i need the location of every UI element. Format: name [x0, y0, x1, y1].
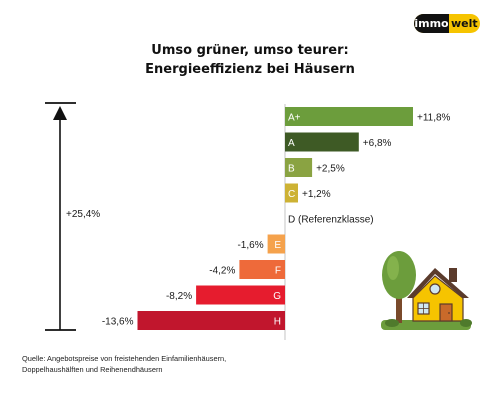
house-illustration — [381, 251, 472, 330]
category-label-h: H — [274, 317, 281, 328]
reference-class-label: D (Referenzklasse) — [288, 215, 374, 226]
category-label-a: A — [288, 138, 295, 149]
bar-b — [285, 158, 313, 177]
category-label-g: G — [273, 291, 281, 302]
category-label-c: C — [288, 189, 295, 200]
value-label-h: -13,6% — [102, 317, 134, 328]
category-label-f: F — [275, 266, 281, 277]
value-label-b: +2,5% — [316, 164, 345, 175]
bar-a-plus — [285, 107, 413, 126]
range-arrow-icon — [45, 102, 76, 331]
category-label-e: E — [274, 240, 281, 251]
source-line-1: Quelle: Angebotspreise von freistehenden… — [22, 354, 227, 363]
range-annotation: +25,4% — [66, 209, 100, 220]
value-label-f: -4,2% — [209, 266, 235, 277]
chart-title-line-1: Umso grüner, umso teurer: — [151, 43, 349, 58]
category-label-a-plus: A+ — [288, 113, 301, 124]
bar-a — [285, 132, 359, 152]
logo-part-immo: immo — [414, 14, 449, 33]
value-label-g: -8,2% — [166, 291, 192, 302]
value-label-e: -1,6% — [237, 240, 263, 251]
value-label-a: +6,8% — [363, 138, 392, 149]
immowelt-logo: immo welt — [414, 14, 480, 33]
bar-f — [239, 260, 285, 279]
bar-e — [267, 234, 285, 254]
value-label-a-plus: +11,8% — [417, 113, 451, 124]
category-label-b: B — [288, 164, 295, 175]
bars-group: A+ +11,8% A +6,8% B +2,5% C +1,2% D (Referenzkla… — [102, 107, 451, 330]
bar-h — [137, 311, 285, 330]
source-note: Quelle: Angebotspreise von freistehenden… — [22, 353, 322, 375]
source-line-2: Doppelhaushälften und Reihenendhäusern — [22, 365, 163, 374]
logo-part-welt: welt — [451, 17, 478, 30]
bar-g — [196, 285, 285, 305]
value-label-c: +1,2% — [302, 189, 331, 200]
bar-c — [285, 183, 298, 203]
chart-title-line-2: Energieeffizienz bei Häusern — [145, 62, 355, 77]
